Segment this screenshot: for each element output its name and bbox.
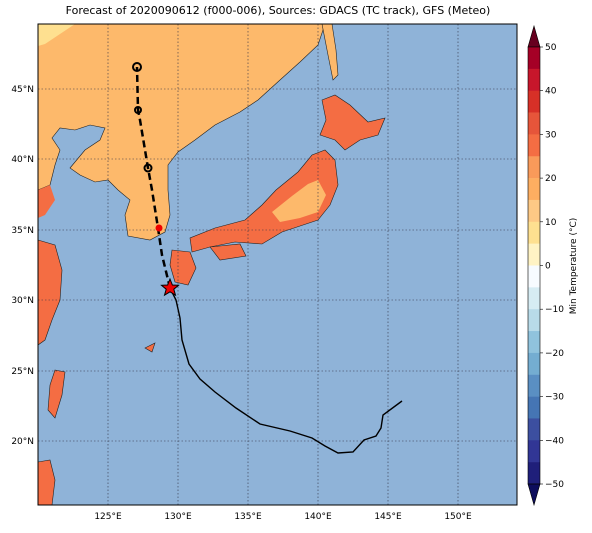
map bbox=[37, 23, 518, 506]
lon-label: 145°E bbox=[374, 512, 402, 522]
colorbar-segment bbox=[528, 243, 540, 266]
colorbar-tick-label: 50 bbox=[545, 43, 557, 53]
forecast-point bbox=[134, 106, 142, 114]
forecast-track bbox=[135, 66, 172, 289]
colorbar-segment bbox=[528, 90, 540, 113]
cool-area bbox=[38, 24, 75, 46]
colorbar-extend bbox=[527, 483, 541, 507]
colorbar-segment bbox=[528, 418, 540, 441]
ryukyu bbox=[144, 342, 156, 353]
colorbar-tick-label: −40 bbox=[545, 436, 564, 446]
colorbar-segment bbox=[528, 178, 540, 201]
lon-labels: 125°E 130°E 135°E 140°E 145°E 150°E bbox=[94, 512, 472, 522]
title: Forecast of 2020090612 (f000-006), Sourc… bbox=[66, 4, 491, 17]
graticule bbox=[38, 24, 517, 505]
colorbar-segment bbox=[528, 68, 540, 91]
lat-label: 40°N bbox=[11, 155, 34, 165]
kyushu bbox=[169, 249, 197, 286]
colorbar-segment bbox=[528, 396, 540, 419]
lat-label: 25°N bbox=[11, 367, 34, 377]
storm-position bbox=[160, 277, 180, 297]
colorbar-segment bbox=[528, 352, 540, 376]
colorbar-segment bbox=[528, 265, 540, 288]
colorbar-segment bbox=[528, 112, 540, 135]
past-track bbox=[169, 287, 403, 454]
colorbar-segment bbox=[528, 47, 540, 70]
lon-label: 130°E bbox=[164, 512, 192, 522]
map-frame bbox=[37, 23, 518, 506]
colorbar-segment bbox=[528, 134, 540, 157]
forecast-point bbox=[143, 163, 153, 173]
shikoku bbox=[209, 243, 247, 261]
colorbar-tick-label: 40 bbox=[545, 87, 557, 97]
lat-label: 20°N bbox=[11, 437, 34, 447]
colorbar-label: Min Temperature (°C) bbox=[569, 218, 579, 315]
lon-label: 125°E bbox=[94, 512, 122, 522]
lat-label: 30°N bbox=[11, 296, 34, 306]
colorbar-tick-label: 10 bbox=[545, 218, 557, 228]
forecast-point bbox=[132, 62, 142, 72]
lat-label: 45°N bbox=[11, 85, 34, 95]
colorbar-segment bbox=[528, 199, 540, 223]
colorbar-segment bbox=[528, 331, 540, 354]
colorbar-tick-label: −20 bbox=[545, 349, 564, 359]
lon-label: 135°E bbox=[234, 512, 262, 522]
colorbar-segment bbox=[528, 462, 540, 485]
colorbar: 50 40 30 20 10 0 −10 −20 −30 −40 −50 bbox=[527, 24, 564, 507]
colorbar-segment bbox=[528, 309, 540, 332]
colorbar-segment bbox=[528, 156, 540, 179]
korea-warm bbox=[38, 185, 55, 218]
hokkaido bbox=[319, 94, 386, 151]
forecast-point bbox=[155, 224, 163, 232]
colorbar-segment bbox=[528, 287, 540, 310]
lon-label: 150°E bbox=[444, 512, 472, 522]
colorbar-extend bbox=[527, 24, 541, 48]
colorbar-segment bbox=[528, 440, 540, 463]
lat-label: 35°N bbox=[11, 226, 34, 236]
colorbar-segment bbox=[528, 221, 540, 244]
lat-labels: 45°N 40°N 35°N 30°N 25°N 20°N bbox=[11, 85, 34, 447]
colorbar-tick-label: 0 bbox=[545, 262, 551, 272]
colorbar-tick-label: 20 bbox=[545, 174, 557, 184]
colorbar-segment bbox=[528, 374, 540, 397]
colorbar-tick-label: −10 bbox=[545, 305, 564, 315]
china-coast bbox=[37, 239, 63, 346]
lon-label: 140°E bbox=[304, 512, 332, 522]
honshu-inland bbox=[272, 180, 326, 222]
mainland bbox=[37, 23, 326, 241]
colorbar-tick-label: −50 bbox=[545, 480, 564, 490]
colorbar-tick-label: −30 bbox=[545, 393, 564, 403]
taiwan bbox=[47, 369, 66, 419]
colorbar-tick-label: 30 bbox=[545, 130, 557, 140]
